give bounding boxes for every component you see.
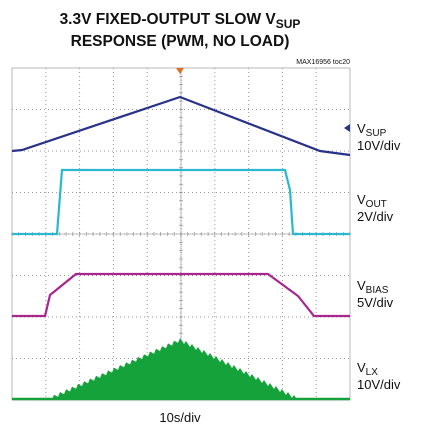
- title: 3.3V FIXED-OUTPUT SLOW VSUP: [60, 11, 301, 31]
- title-text: 3.3V FIXED-OUTPUT SLOW V: [60, 11, 277, 28]
- channel-scale: 2V/div: [357, 209, 394, 224]
- channel-sub: SUP: [366, 128, 387, 139]
- trace: [12, 168, 350, 236]
- channel-sub: OUT: [366, 199, 387, 210]
- channel-scale: 10V/div: [357, 377, 401, 392]
- trace: [12, 272, 350, 318]
- channel-labels: VSUP10V/divVOUT2V/divVBIAS5V/divVLX10V/d…: [357, 121, 401, 392]
- channel-name: VBIAS: [357, 278, 389, 296]
- level-marker: [344, 124, 350, 132]
- channel-name: VOUT: [357, 192, 387, 210]
- channel-symbol: V: [357, 278, 366, 293]
- channel-scale: 5V/div: [357, 295, 394, 310]
- title-sub: SUP: [276, 17, 301, 31]
- channel-sub: BIAS: [366, 285, 389, 296]
- channel-symbol: V: [357, 360, 366, 375]
- channel-symbol: V: [357, 192, 366, 207]
- trace: [11, 95, 351, 157]
- channel-symbol: V: [357, 121, 366, 136]
- channel-name: VLX: [357, 360, 378, 378]
- trace-lx: [45, 338, 300, 400]
- traces: [11, 95, 351, 401]
- subtitle: RESPONSE (PWM, NO LOAD): [71, 33, 290, 50]
- note: MAX16956 toc20: [296, 59, 350, 66]
- grid: [11, 67, 351, 401]
- channel-name: VSUP: [357, 121, 387, 139]
- x-scale: 10s/div: [159, 410, 201, 425]
- channel-scale: 10V/div: [357, 138, 401, 153]
- trigger-marker: [176, 68, 184, 74]
- channel-sub: LX: [366, 367, 379, 378]
